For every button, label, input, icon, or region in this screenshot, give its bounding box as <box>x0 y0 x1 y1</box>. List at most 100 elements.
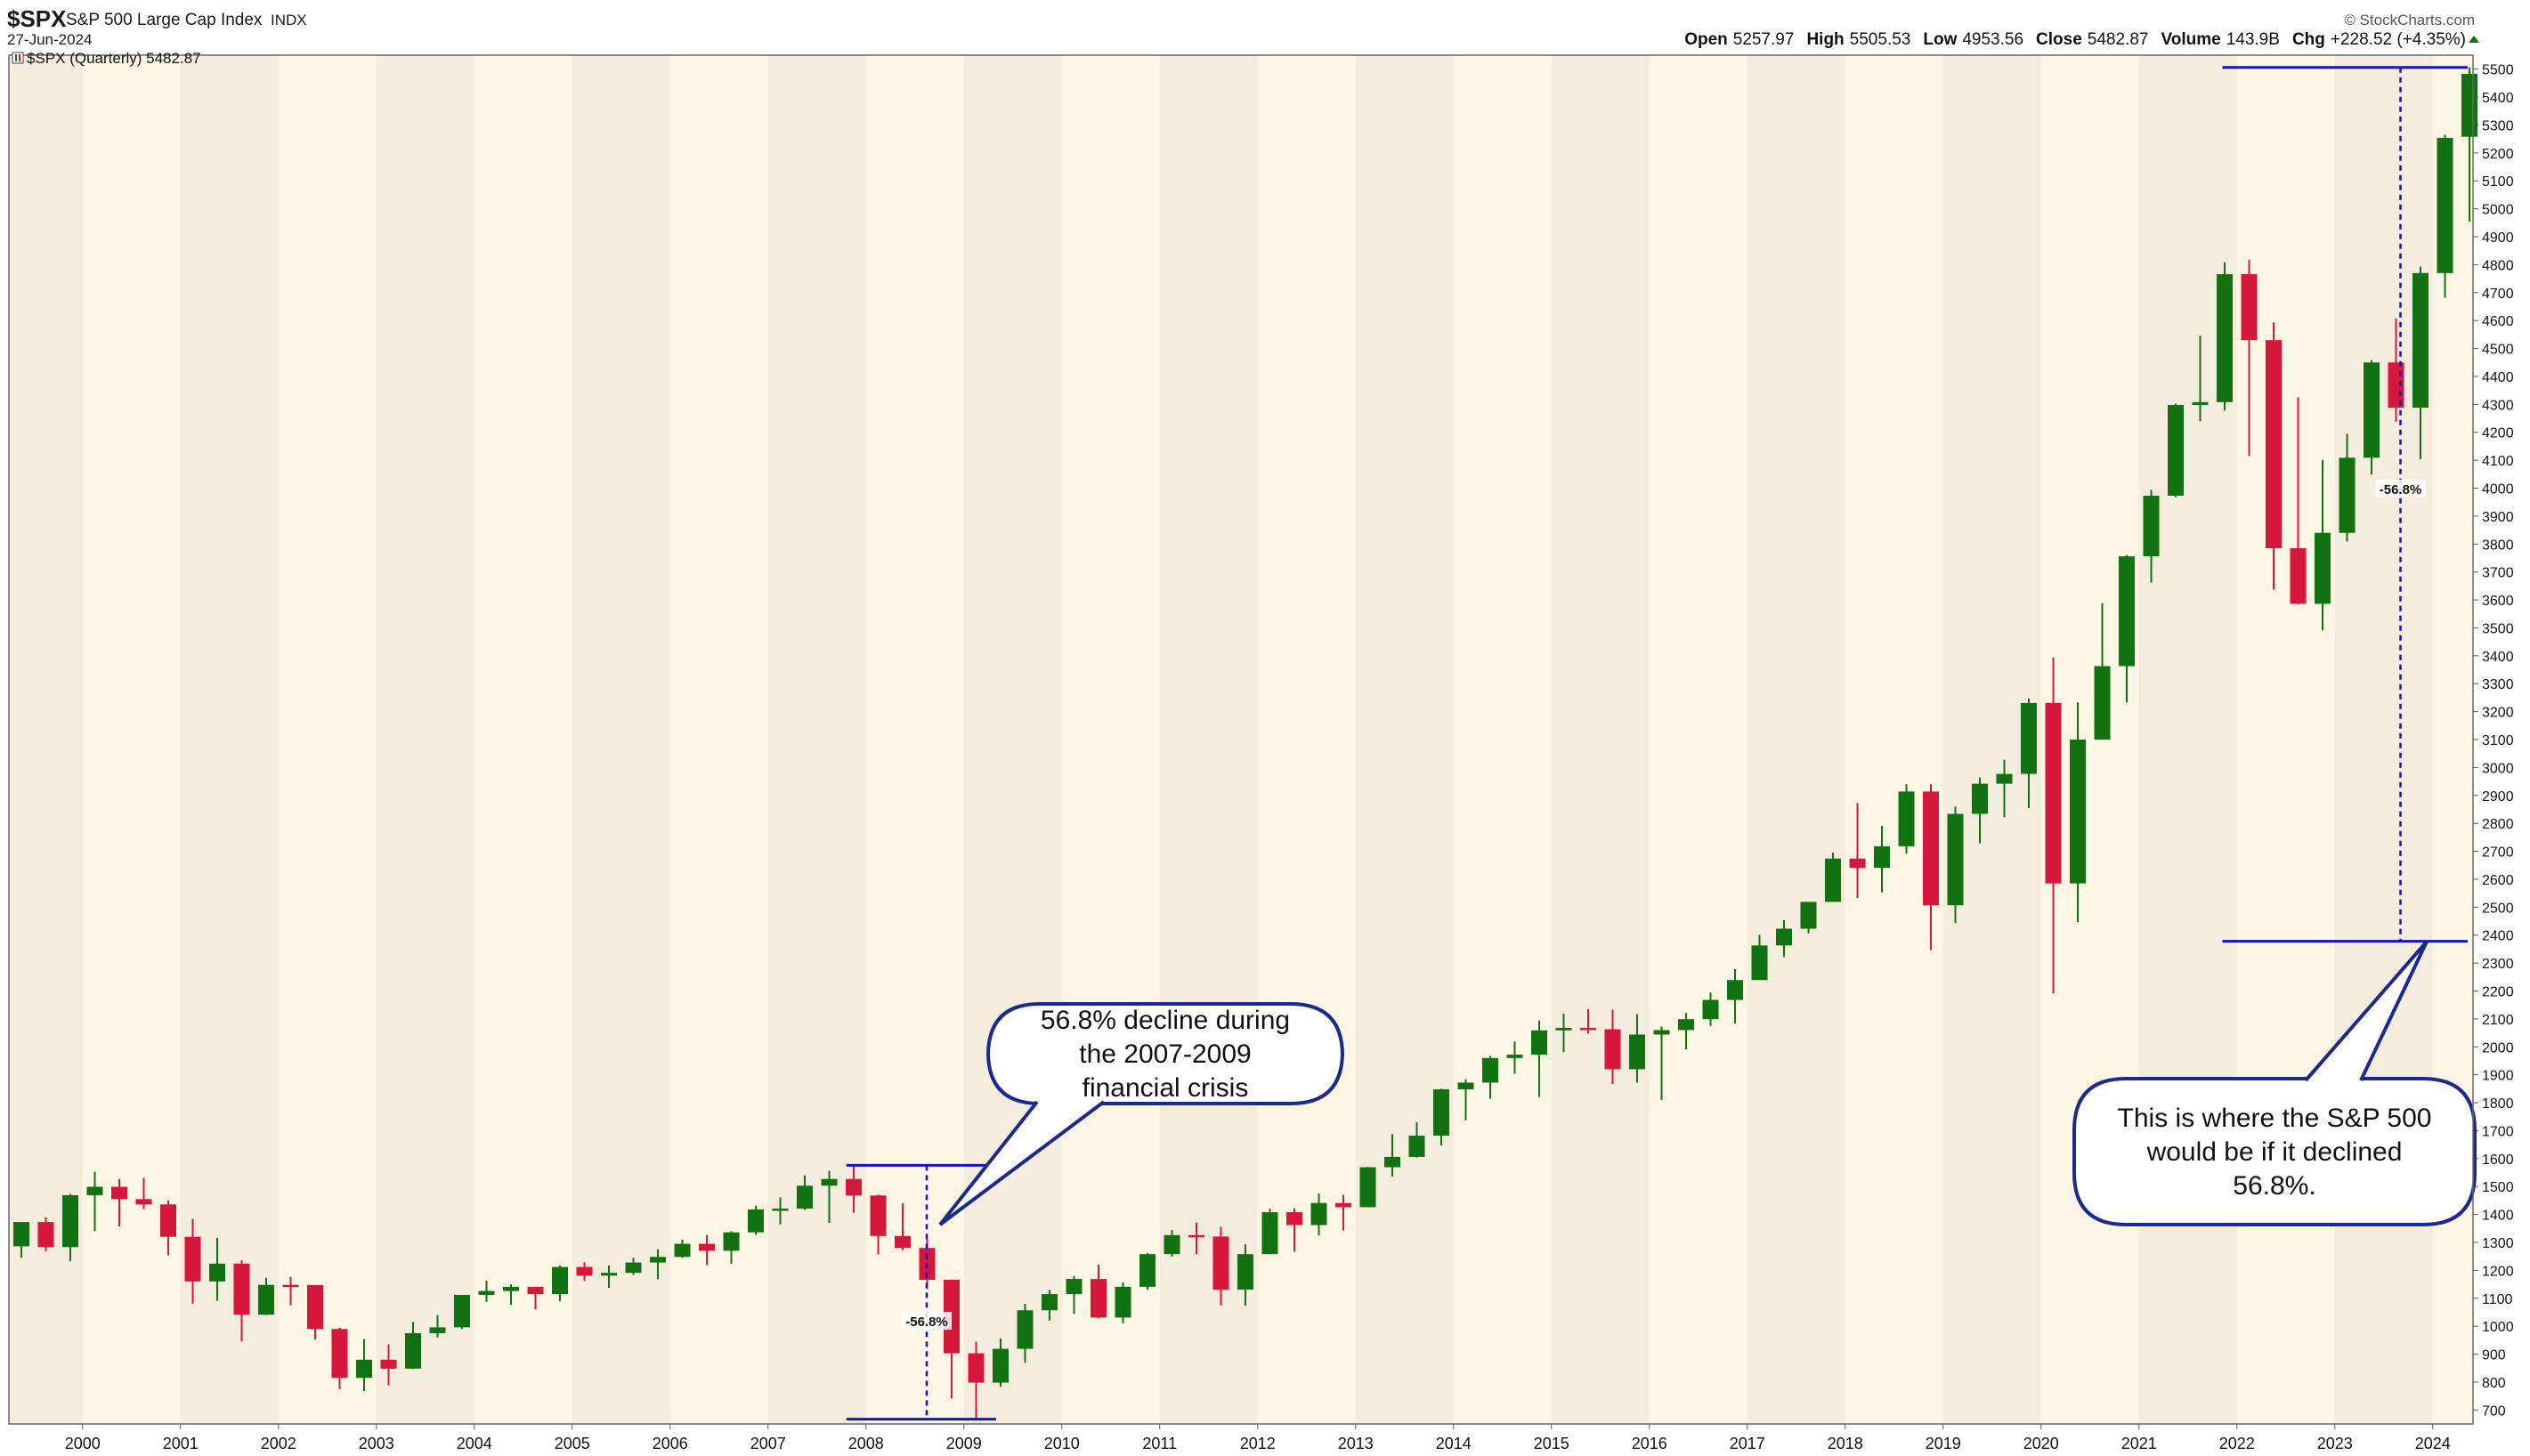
year-band <box>1159 55 1258 1424</box>
candle-body <box>650 1257 666 1263</box>
candle-body <box>2217 274 2233 402</box>
callouts: 56.8% decline during the 2007-2009 financi… <box>938 940 2477 1226</box>
candle-body <box>135 1199 152 1205</box>
candle-body <box>2021 702 2037 774</box>
decline-measure: -56.8% <box>847 1163 996 1421</box>
candle-body <box>1776 928 1792 946</box>
y-tick-label: 5400 <box>2482 91 2514 106</box>
candle <box>282 1276 299 1306</box>
candle-body <box>2364 362 2380 458</box>
candle <box>797 1175 813 1210</box>
candle <box>135 1177 152 1209</box>
candle <box>1653 1026 1670 1100</box>
y-tick-label: 1000 <box>2482 1320 2514 1335</box>
candle-body <box>1384 1156 1400 1168</box>
candle-body <box>2241 274 2258 341</box>
candle-body <box>2437 137 2453 273</box>
candle-body <box>503 1286 519 1291</box>
candle-body <box>2070 740 2086 884</box>
candle <box>2168 403 2184 497</box>
candle-body <box>1310 1202 1327 1225</box>
candle <box>13 1222 29 1258</box>
candle-body <box>282 1284 299 1288</box>
candle-body <box>307 1285 323 1330</box>
y-tick-label: 4400 <box>2482 370 2514 385</box>
candle-body <box>870 1195 887 1236</box>
candle-body <box>1188 1234 1204 1238</box>
quote-value: +228.52 (+4.35%) <box>2331 30 2466 49</box>
candle <box>2315 459 2331 631</box>
y-tick-label: 3400 <box>2482 650 2514 665</box>
y-tick-label: 2300 <box>2482 957 2514 972</box>
candle <box>209 1237 225 1301</box>
y-tick-label: 4300 <box>2482 398 2514 413</box>
candles <box>13 67 2477 1420</box>
candle <box>380 1344 397 1386</box>
candle-body <box>1923 791 1939 906</box>
candle <box>1947 806 1964 924</box>
candle-body <box>1629 1034 1645 1070</box>
candle-body <box>1335 1202 1351 1208</box>
candle-body <box>1702 999 1719 1020</box>
y-tick-label: 1100 <box>2482 1292 2513 1307</box>
candle <box>2070 702 2086 922</box>
x-tick-label: 2006 <box>653 1435 688 1452</box>
decline-measure: -56.8% <box>2222 66 2468 943</box>
callout-now: This is where the S&P 500 would be if it … <box>2072 940 2477 1226</box>
callout-gfc: 56.8% decline during the 2007-2009 financi… <box>938 1002 1344 1226</box>
y-tick-label: 5000 <box>2482 203 2514 218</box>
x-tick-label: 2002 <box>261 1435 296 1452</box>
candle-body <box>62 1194 78 1248</box>
candle <box>1164 1230 1180 1257</box>
y-tick-label: 2900 <box>2482 789 2514 805</box>
candle <box>699 1234 715 1266</box>
year-band <box>1453 55 1552 1424</box>
candle <box>1091 1265 1107 1319</box>
candle-body <box>846 1178 862 1196</box>
callout-pointer <box>938 1100 1106 1226</box>
x-tick-label: 2009 <box>946 1435 982 1452</box>
candle <box>62 1193 78 1262</box>
candle <box>1800 902 1817 934</box>
year-band <box>1845 55 1943 1424</box>
candle <box>1066 1275 1083 1314</box>
callout-bubble <box>986 1002 1344 1105</box>
candle <box>86 1171 103 1232</box>
candle-body <box>527 1286 544 1295</box>
y-tick-label: 3700 <box>2482 566 2514 581</box>
candle <box>2290 397 2307 605</box>
y-tick-label: 3900 <box>2482 510 2514 525</box>
quote-label: High <box>1806 30 1844 49</box>
candle-body <box>1482 1057 1498 1083</box>
y-tick-label: 3000 <box>2482 761 2514 776</box>
candle-body <box>1849 858 1866 869</box>
callout-text-line: financial crisis <box>1083 1073 1249 1103</box>
candle <box>1335 1194 1351 1231</box>
candle <box>2266 322 2282 590</box>
y-tick-label: 2000 <box>2482 1040 2514 1056</box>
index-name: S&P 500 Large Cap Index <box>66 11 263 29</box>
candle <box>2021 698 2037 808</box>
year-band <box>180 55 279 1424</box>
candle-body <box>233 1263 250 1315</box>
candle-body <box>405 1332 421 1369</box>
candle-body <box>331 1329 348 1379</box>
candle <box>1531 1020 1547 1097</box>
candle-body <box>1066 1279 1083 1295</box>
candle <box>233 1260 250 1342</box>
candle-body <box>13 1222 29 1247</box>
y-tick-label: 5500 <box>2482 63 2514 78</box>
candle <box>2094 603 2111 740</box>
x-tick-label: 2015 <box>1534 1435 1569 1452</box>
quote-label: Volume <box>2161 30 2220 49</box>
candle <box>993 1338 1009 1387</box>
x-tick-label: 2007 <box>750 1435 786 1452</box>
candle-body <box>1115 1286 1131 1318</box>
candle <box>258 1277 274 1315</box>
candle-body <box>1506 1055 1523 1058</box>
x-tick-label: 2014 <box>1436 1435 1472 1452</box>
candle-body <box>1555 1027 1572 1031</box>
candle <box>160 1200 176 1256</box>
x-tick-label: 2003 <box>359 1435 394 1452</box>
